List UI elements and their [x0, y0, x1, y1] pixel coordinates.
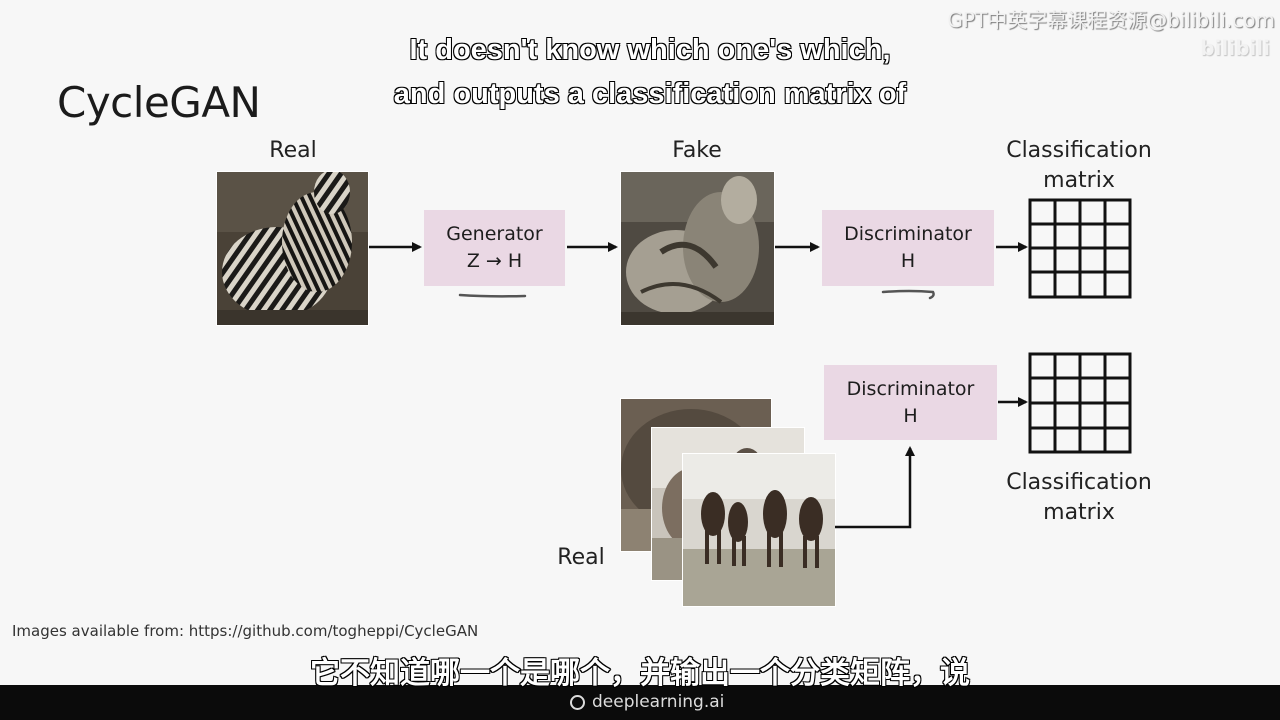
- real-zebra-image: [216, 171, 369, 326]
- underline-annotation-generator: [458, 293, 527, 298]
- discriminator-bottom-box: Discriminator H: [824, 365, 997, 440]
- image-credits: Images available from: https://github.co…: [12, 622, 479, 640]
- deeplearning-logo-icon: [570, 694, 585, 710]
- classification-matrix-bottom: [1028, 352, 1132, 454]
- label-classification-bottom: Classification matrix: [1006, 470, 1152, 525]
- arrow-real-to-discriminator-bottom: [835, 446, 915, 529]
- watermark-logo: bilibili: [1200, 36, 1270, 60]
- classification-matrix-top: [1028, 198, 1132, 299]
- generator-label: Generator: [446, 223, 543, 245]
- subtitle-chinese: 它不知道哪一个是哪个，并输出一个分类矩阵，说: [309, 655, 971, 692]
- slide-title: CycleGAN: [57, 78, 261, 127]
- discriminator-top-label: Discriminator: [844, 223, 972, 245]
- discriminator-top-box: Discriminator H: [822, 210, 994, 286]
- label-fake-top: Fake: [672, 138, 722, 163]
- slide-canvas: CycleGAN Real Fake Classification matrix: [12, 78, 1152, 640]
- brand-footer: deeplearning.ai: [570, 689, 724, 715]
- label-real-bottom: Real: [557, 545, 605, 570]
- subtitle-english: It doesn't know which one's which, and o…: [300, 28, 1000, 116]
- label-real-top: Real: [269, 138, 317, 163]
- generator-box: Generator Z → H: [424, 210, 565, 286]
- diagram-connectors: [369, 198, 1132, 529]
- underline-annotation-discriminator: [881, 289, 935, 300]
- subtitle-english-line1: It doesn't know which one's which,: [409, 33, 892, 67]
- generator-mapping: Z → H: [466, 250, 523, 272]
- label-classification-top: Classification matrix: [1006, 138, 1152, 193]
- brand-name: deeplearning.ai: [592, 692, 725, 712]
- discriminator-top-domain: H: [900, 250, 916, 272]
- video-bottom-bar: [0, 685, 1280, 720]
- real-horse-image-front: [682, 453, 836, 607]
- discriminator-bottom-label: Discriminator: [846, 377, 975, 400]
- discriminator-bottom-domain: H: [903, 404, 918, 427]
- subtitle-english-line2: and outputs a classification matrix of: [393, 77, 907, 111]
- fake-horse-image: [620, 171, 775, 326]
- watermark-text: GPT中英字幕课程资源@bilibili.com: [947, 8, 1275, 32]
